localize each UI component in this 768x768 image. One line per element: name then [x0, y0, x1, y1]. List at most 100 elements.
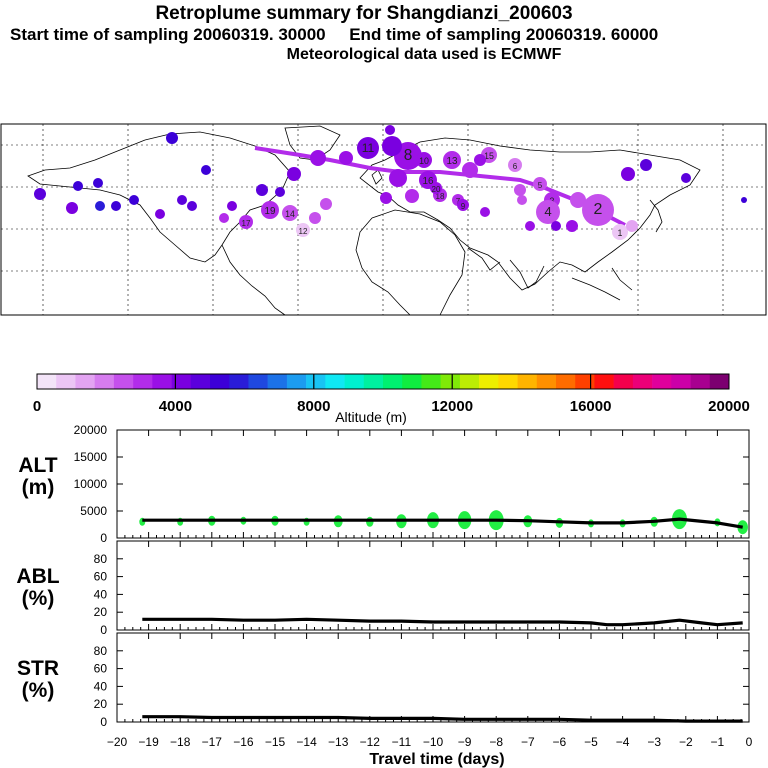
- x-tick-label: −11: [392, 735, 412, 749]
- colorbar-swatch: [575, 374, 595, 389]
- cluster-label: 11: [362, 141, 375, 155]
- series-line: [142, 517, 743, 529]
- plume-cluster-marker: [405, 189, 419, 203]
- colorbar-swatch: [113, 374, 134, 389]
- plume-cluster-marker: [508, 158, 522, 172]
- colorbar-swatch: [421, 374, 441, 389]
- plume-cluster-marker: [261, 201, 279, 219]
- plume-cluster-marker: [95, 201, 105, 211]
- colorbar-swatch: [632, 374, 653, 389]
- colorbar-tick-label: 16000: [570, 398, 612, 415]
- colorbar-swatch: [498, 374, 518, 389]
- colorbar-swatch: [690, 374, 711, 389]
- colorbar-swatch: [517, 374, 538, 389]
- panel-ylabel-unit: (%): [22, 587, 55, 610]
- plume-cluster-marker: [187, 201, 197, 211]
- plume-cluster-marker: [357, 137, 379, 159]
- colorbar-swatch: [229, 374, 249, 389]
- colorbar-tick-label: 4000: [159, 398, 192, 415]
- plume-cluster-marker: [239, 215, 253, 229]
- cluster-label: 13: [447, 156, 458, 167]
- colorbar-swatch: [594, 374, 614, 389]
- plume-cluster-marker: [129, 195, 139, 205]
- plume-cluster-marker: [320, 198, 332, 210]
- panel-frame: [116, 632, 750, 723]
- colorbar-swatch: [402, 374, 422, 389]
- y-tick-label: 60: [94, 570, 108, 584]
- colorbar-tick-label: 20000: [708, 398, 750, 415]
- series-line: [142, 617, 743, 627]
- plume-cluster-marker: [385, 125, 395, 135]
- y-tick-label: 20000: [74, 423, 108, 437]
- cluster-label: 18: [436, 192, 445, 201]
- met-data-line: Meteorological data used is ECMWF: [286, 46, 562, 63]
- sampling-time-line: Start time of sampling 20060319. 30000 E…: [10, 25, 659, 44]
- x-tick-label: −5: [584, 735, 598, 749]
- panel-ylabel: STR: [17, 657, 59, 680]
- plume-cluster-marker: [382, 136, 402, 156]
- plume-cluster-marker: [570, 192, 586, 208]
- x-tick-label: −3: [647, 735, 661, 749]
- plume-cluster-marker: [517, 195, 527, 205]
- plume-cluster-marker: [111, 201, 121, 211]
- plume-cluster-marker: [380, 192, 392, 204]
- plume-cluster-marker: [416, 152, 432, 168]
- x-tick-label: −17: [202, 735, 223, 749]
- series-line: [142, 715, 743, 723]
- x-tick-label: −14: [296, 735, 317, 749]
- x-tick-label: −19: [138, 735, 159, 749]
- y-tick-label: 5000: [80, 504, 107, 518]
- plume-cluster-marker: [256, 184, 268, 196]
- panel-ylabel-unit: (m): [22, 476, 55, 499]
- y-tick-label: 40: [94, 587, 108, 601]
- colorbar-swatch: [306, 374, 326, 389]
- y-tick-label: 60: [94, 662, 108, 676]
- cluster-label: 4: [544, 204, 551, 219]
- retroplume-map: 1234567891011121314151617181920: [0, 123, 767, 316]
- cluster-label: 16: [423, 176, 434, 187]
- x-tick-label: 0: [746, 735, 753, 749]
- plume-cluster-marker: [457, 199, 469, 211]
- colorbar-axis-label: Altitude (m): [335, 409, 407, 425]
- x-axis-label: Travel time (days): [369, 751, 504, 768]
- x-tick-label: −18: [170, 735, 191, 749]
- y-tick-label: 0: [100, 715, 107, 729]
- x-tick-label: −1: [711, 735, 725, 749]
- cluster-label: 12: [299, 227, 308, 236]
- colorbar-swatch: [671, 374, 691, 389]
- plume-cluster-marker: [443, 151, 461, 169]
- y-tick-label: 40: [94, 679, 108, 693]
- plume-cluster-marker: [621, 167, 635, 181]
- y-tick-label: 15000: [74, 450, 108, 464]
- cluster-label: 10: [419, 156, 429, 166]
- colorbar-swatch: [652, 374, 672, 389]
- cluster-label: 19: [265, 206, 276, 217]
- colorbar-swatch: [709, 374, 730, 389]
- y-tick-label: 0: [100, 531, 107, 545]
- colorbar-swatch: [56, 374, 76, 389]
- y-tick-label: 10000: [74, 477, 108, 491]
- y-tick-label: 80: [94, 644, 108, 658]
- plume-clusters: 1234567891011121314151617181920: [34, 125, 747, 240]
- colorbar-swatch: [556, 374, 576, 389]
- x-tick-label: −9: [458, 735, 472, 749]
- y-tick-label: 80: [94, 552, 108, 566]
- x-tick-label: −2: [679, 735, 693, 749]
- plume-cluster-marker: [640, 159, 652, 171]
- plume-cluster-marker: [626, 220, 638, 232]
- colorbar-tick-label: 12000: [431, 398, 473, 415]
- plume-cluster-marker: [227, 201, 237, 211]
- colorbar-swatch: [94, 374, 115, 389]
- x-tick-label: −16: [233, 735, 254, 749]
- plume-cluster-marker: [296, 223, 310, 237]
- x-tick-label: −8: [489, 735, 503, 749]
- panel-alt: 0 5000 10000 15000 20000 ALT(m): [18, 423, 750, 545]
- colorbar-swatch: [267, 374, 288, 389]
- x-tick-label: −12: [360, 735, 381, 749]
- time-series-panels: 05000100001500020000ALT(m)020406080ABL(%…: [16, 423, 752, 768]
- plume-cluster-marker: [219, 213, 229, 223]
- plume-cluster-marker: [741, 197, 747, 203]
- colorbar-swatch: [133, 374, 153, 389]
- chart-title: Retroplume summary for Shangdianzi_20060…: [155, 3, 573, 24]
